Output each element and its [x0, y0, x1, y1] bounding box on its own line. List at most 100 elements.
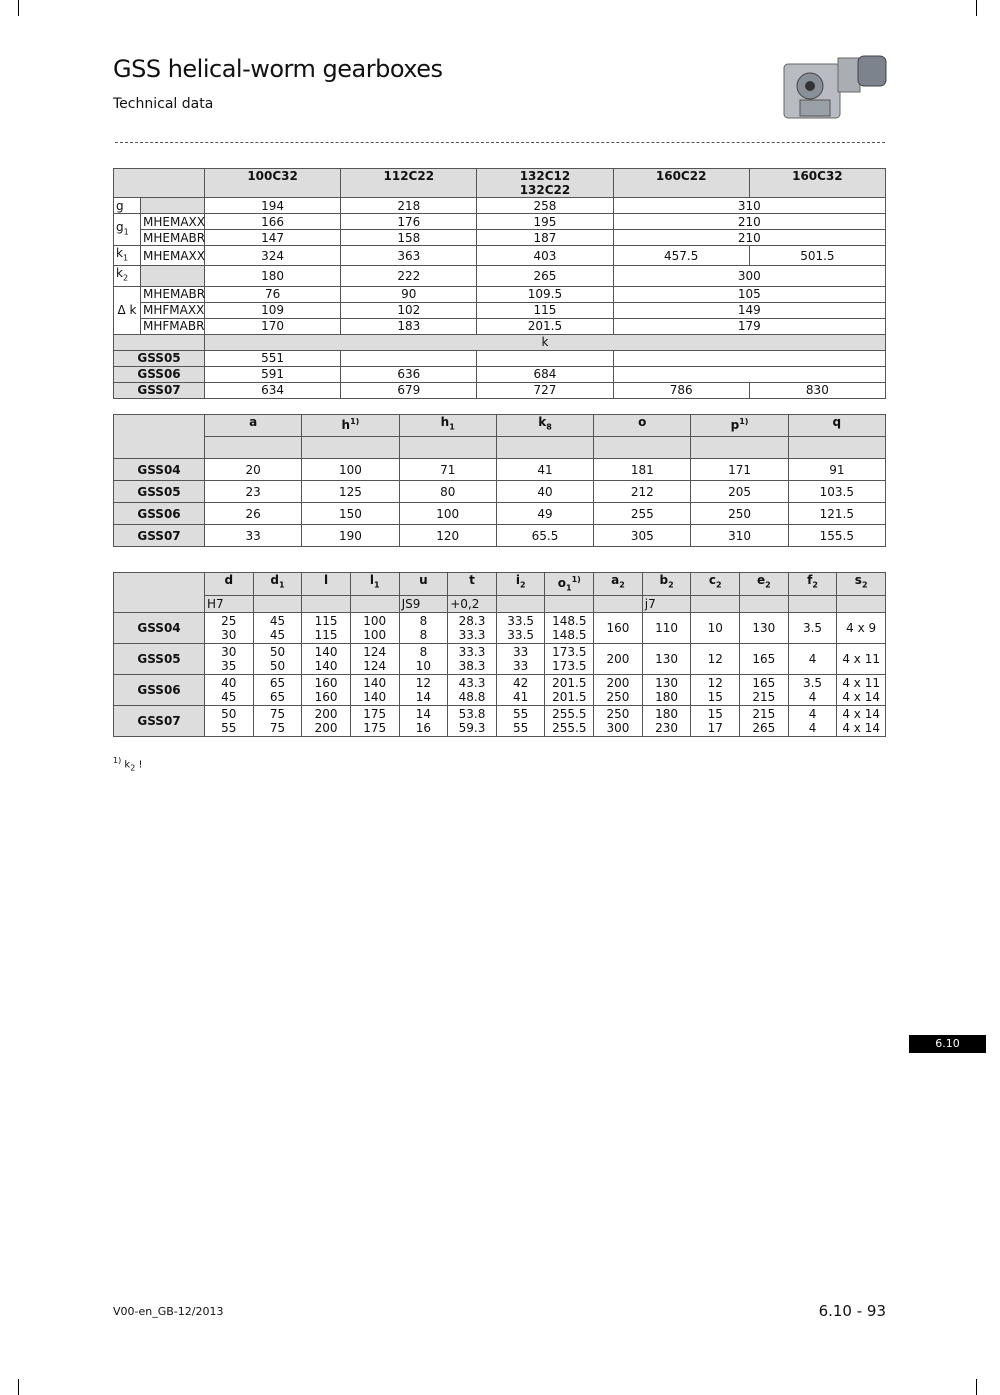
- cell-text: a: [249, 415, 258, 429]
- table-row: k1 MHEMAXX 324 363 403 457.5 501.5: [113, 244, 887, 267]
- footnote-suffix: !: [135, 759, 143, 771]
- table-cell: h1): [301, 414, 400, 437]
- cell-text: GSS07: [137, 714, 181, 729]
- table-cell: k1: [113, 244, 141, 267]
- table-cell: 727: [476, 381, 614, 399]
- table-row: GSS04 25 30 45 45 115 115 100 100 8 8 28.3 33.…: [113, 612, 886, 645]
- cell-text: 501.5: [800, 248, 835, 263]
- table-cell: [113, 571, 205, 614]
- table-cell: [544, 595, 595, 614]
- table-cell: 20: [203, 458, 303, 481]
- table-cell: 194: [203, 197, 342, 214]
- table-cell: o: [593, 414, 692, 437]
- cell-text: 33 33: [513, 645, 529, 674]
- table-cell: 40 45: [204, 674, 254, 707]
- cell-text: 4 x 11: [842, 652, 880, 667]
- table-cell: c2: [690, 571, 741, 597]
- table-cell: 265: [476, 265, 614, 287]
- table-cell: h1: [398, 414, 497, 437]
- table-cell: 258: [476, 197, 614, 214]
- table-row: GSS06 26 150 100 49 255 250 121.5: [113, 502, 887, 525]
- cell-superscript: 1): [739, 417, 749, 426]
- table-cell: 305: [593, 524, 692, 547]
- table-cell: 109.5: [476, 285, 614, 303]
- cell-text: 201.5 201.5: [552, 676, 587, 705]
- table-cell: 200: [593, 643, 643, 676]
- cell-text: 786: [669, 383, 693, 398]
- crop-mark: [976, 0, 977, 16]
- cell-text: 160: [606, 621, 630, 636]
- cell-text: 679: [397, 383, 421, 398]
- table-cell: 4: [787, 643, 838, 676]
- cell-text: 12: [707, 652, 723, 667]
- cell-subscript: 1: [278, 580, 285, 590]
- cell-text: 4 x 11 4 x 14: [842, 676, 880, 705]
- cell-text: 42 41: [513, 676, 529, 705]
- table-row: GSS05 551: [113, 349, 887, 367]
- table-cell: [495, 595, 546, 614]
- table-cell: 551: [203, 349, 342, 367]
- table-cell: 33.5 33.5: [495, 612, 546, 645]
- cell-text: 200 200: [314, 707, 338, 736]
- cell-text: 4 x 9: [846, 621, 877, 636]
- cell-text: 255.5 255.5: [552, 707, 587, 736]
- cell-text: 4 x 14 4 x 14: [842, 707, 880, 736]
- cell-text: 727: [533, 383, 557, 398]
- cell-text: p: [730, 418, 740, 432]
- table-cell: 12: [690, 643, 741, 676]
- table-cell: JS9: [398, 595, 449, 614]
- cell-text: l: [369, 573, 375, 587]
- cell-text: 91: [829, 462, 845, 477]
- table-cell: s2: [836, 571, 886, 597]
- cell-text: 258: [533, 198, 557, 213]
- table-cell: [593, 436, 692, 459]
- cell-text: 212: [630, 484, 654, 499]
- table-cell: [140, 197, 205, 214]
- table-cell: k2: [113, 265, 141, 287]
- table-cell: 190: [301, 524, 400, 547]
- cell-text: 210: [737, 214, 761, 229]
- table-cell: [495, 436, 595, 459]
- cell-text: 14 16: [415, 707, 432, 736]
- table-cell: 218: [340, 197, 478, 214]
- table-cell: [836, 595, 886, 614]
- dashed-divider: [115, 142, 885, 143]
- cell-text: 12 14: [415, 676, 432, 705]
- cell-text: 3.5: [802, 621, 823, 636]
- table-cell: GSS05: [113, 480, 205, 503]
- cell-text: 160C32: [792, 169, 843, 183]
- table-cell: u: [398, 571, 449, 597]
- table-row: MHFMAXX 109 102 115 149: [114, 301, 887, 319]
- cell-text: 55 55: [513, 707, 529, 736]
- table-cell: 4 x 14 4 x 14: [836, 705, 886, 738]
- table-cell: 250: [690, 502, 789, 525]
- cell-text: 165 215: [752, 676, 776, 705]
- table-row: GSS07 50 55 75 75 200 200 175 175 14 16 53.8 5…: [113, 705, 886, 738]
- cell-text: 250: [728, 506, 751, 521]
- cell-text: 218: [397, 198, 421, 213]
- table-cell: 100: [301, 458, 400, 481]
- table-cell: 160 160: [301, 674, 351, 707]
- table-cell: 201.5 201.5: [544, 674, 595, 707]
- cell-text: 179: [737, 319, 761, 334]
- cell-text: d: [270, 573, 279, 587]
- cell-text: d: [224, 573, 234, 587]
- table-cell: a: [203, 414, 303, 437]
- table-cell: 171: [690, 458, 789, 481]
- table-row: MHEMABR 147 158 187 210: [114, 229, 887, 246]
- table-cell: 636: [340, 365, 478, 383]
- cell-text: 636: [397, 367, 421, 382]
- table-cell: 43.3 48.8: [447, 674, 497, 707]
- table-cell: 75 75: [252, 705, 303, 738]
- cell-text: j7: [644, 597, 656, 612]
- cell-text: s: [854, 573, 862, 587]
- table-cell: 165 215: [739, 674, 789, 707]
- table-cell: 173.5 173.5: [544, 643, 595, 676]
- cell-text: 109.5: [527, 287, 563, 302]
- table-cell: 15 17: [690, 705, 741, 738]
- table-cell: 158: [340, 229, 478, 246]
- cell-text: 403: [533, 248, 557, 263]
- cell-text: h: [440, 415, 450, 429]
- table-cell: 255.5 255.5: [544, 705, 595, 738]
- cell-text: 215 265: [752, 707, 776, 736]
